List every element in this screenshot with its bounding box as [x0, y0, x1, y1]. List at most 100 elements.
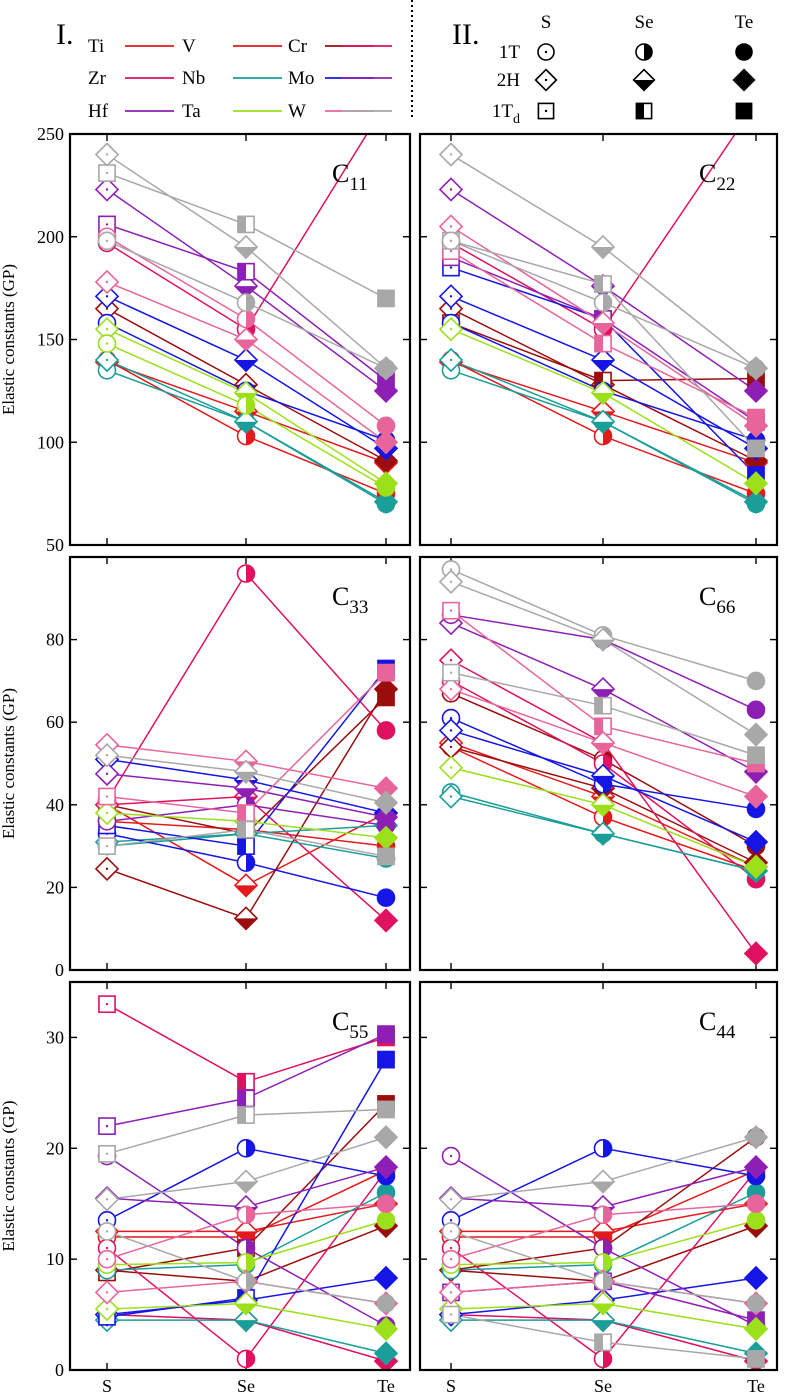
- data-point: [746, 358, 766, 378]
- data-point: [442, 1305, 460, 1324]
- marker-half-fill: [603, 1350, 612, 1368]
- panel-frame: [68, 132, 412, 547]
- data-point: [94, 269, 120, 295]
- panel-frame: [418, 132, 779, 547]
- panel-label-main: C: [699, 582, 716, 611]
- marker-circle: [378, 95, 395, 112]
- panel-frame: [418, 980, 779, 1372]
- data-point: [373, 1316, 399, 1342]
- marker-center-dot: [105, 1307, 109, 1311]
- marker-center-dot: [449, 239, 453, 243]
- y-tick-label: 200: [37, 227, 64, 247]
- marker-center-dot: [105, 223, 109, 226]
- marker-half-fill: [246, 1239, 255, 1257]
- data-point: [233, 873, 259, 898]
- data-point: [441, 231, 461, 251]
- data-point: [438, 718, 464, 743]
- legend-metal-ta: Ta: [182, 101, 201, 122]
- marker-center-dot: [105, 307, 109, 310]
- marker-square: [377, 1100, 395, 1119]
- marker-half-fill: [234, 286, 258, 298]
- data-point: [743, 722, 769, 747]
- data-point: [747, 1350, 765, 1368]
- data-point: [442, 601, 460, 620]
- legend: I. Ti V Cr Zr Nb Mo Hf Ta W II. S Se Te 1T 2H 1Td: [56, 0, 756, 127]
- data-point: [590, 792, 616, 817]
- marker-half-fill: [246, 427, 255, 445]
- marker-half-fill: [234, 1231, 258, 1243]
- marker-center-dot: [449, 729, 453, 732]
- data-point: [237, 215, 255, 234]
- marker-half-fill: [234, 421, 258, 433]
- marker-circle: [746, 1194, 766, 1214]
- legend-marker: [732, 68, 756, 92]
- marker-center-dot: [105, 1152, 109, 1156]
- legend-metal-mo: Mo: [288, 68, 314, 89]
- marker-half-fill: [636, 103, 644, 119]
- marker-circle: [746, 358, 766, 378]
- data-point: [233, 409, 259, 434]
- data-point: [593, 1349, 613, 1369]
- data-point: [236, 564, 256, 583]
- marker-half-fill: [594, 697, 603, 714]
- panel-c66: C66: [418, 555, 779, 972]
- x-tick-label: S: [102, 1376, 112, 1396]
- marker-circle: [376, 888, 396, 908]
- marker-center-dot: [105, 239, 109, 243]
- marker-square: [377, 847, 395, 866]
- panel-label-sub: 22: [716, 174, 735, 195]
- marker-center-dot: [449, 766, 453, 769]
- y-tick-label: 80: [46, 630, 64, 650]
- marker-square: [735, 102, 753, 120]
- data-point: [441, 1222, 461, 1241]
- data-point: [590, 1307, 616, 1333]
- marker-half-fill: [591, 833, 615, 845]
- data-point: [236, 426, 256, 446]
- y-tick-label: 100: [37, 432, 64, 452]
- legend-marker: [735, 102, 753, 120]
- legend-metal-w: W: [288, 101, 306, 122]
- panel-label: C33: [332, 582, 368, 618]
- marker-center-dot: [105, 1198, 109, 1201]
- marker-diamond: [373, 1316, 399, 1342]
- data-point: [233, 234, 259, 260]
- panel-c11: 50 100 150 200 250 Elastic constants (GP) C11: [0, 95, 412, 555]
- marker-half-fill: [237, 1090, 246, 1107]
- data-point: [590, 409, 616, 434]
- data-point: [97, 1249, 117, 1269]
- marker-center-dot: [449, 249, 453, 253]
- marker-diamond: [373, 489, 399, 515]
- marker-center-dot: [105, 1291, 109, 1294]
- data-point: [98, 1144, 116, 1163]
- panel-label: C55: [332, 1007, 368, 1043]
- legend-marker: [537, 43, 555, 61]
- data-point: [94, 761, 120, 787]
- data-point: [594, 275, 612, 293]
- data-point: [237, 837, 255, 855]
- data-point: [438, 1280, 464, 1305]
- data-point: [593, 1253, 613, 1272]
- marker-center-dot: [105, 1230, 109, 1233]
- marker-circle: [376, 1211, 396, 1230]
- data-point: [438, 569, 464, 594]
- marker-half-fill: [237, 216, 246, 233]
- marker-diamond: [743, 1316, 769, 1342]
- marker-half-fill: [234, 1303, 258, 1315]
- data-point: [236, 395, 256, 415]
- data-point: [237, 262, 255, 281]
- data-point: [442, 663, 460, 682]
- marker-center-dot: [449, 307, 453, 310]
- marker-center-dot: [449, 188, 453, 191]
- marker-center-dot: [449, 225, 453, 228]
- marker-diamond: [743, 489, 769, 515]
- marker-center-dot: [449, 153, 453, 156]
- data-point: [377, 663, 395, 682]
- marker-diamond: [743, 722, 769, 747]
- data-point: [594, 696, 612, 715]
- data-point: [590, 380, 616, 406]
- data-point: [438, 347, 464, 373]
- data-point: [743, 854, 769, 879]
- data-point: [376, 721, 396, 740]
- data-point: [590, 347, 616, 373]
- marker-center-dot: [105, 328, 109, 331]
